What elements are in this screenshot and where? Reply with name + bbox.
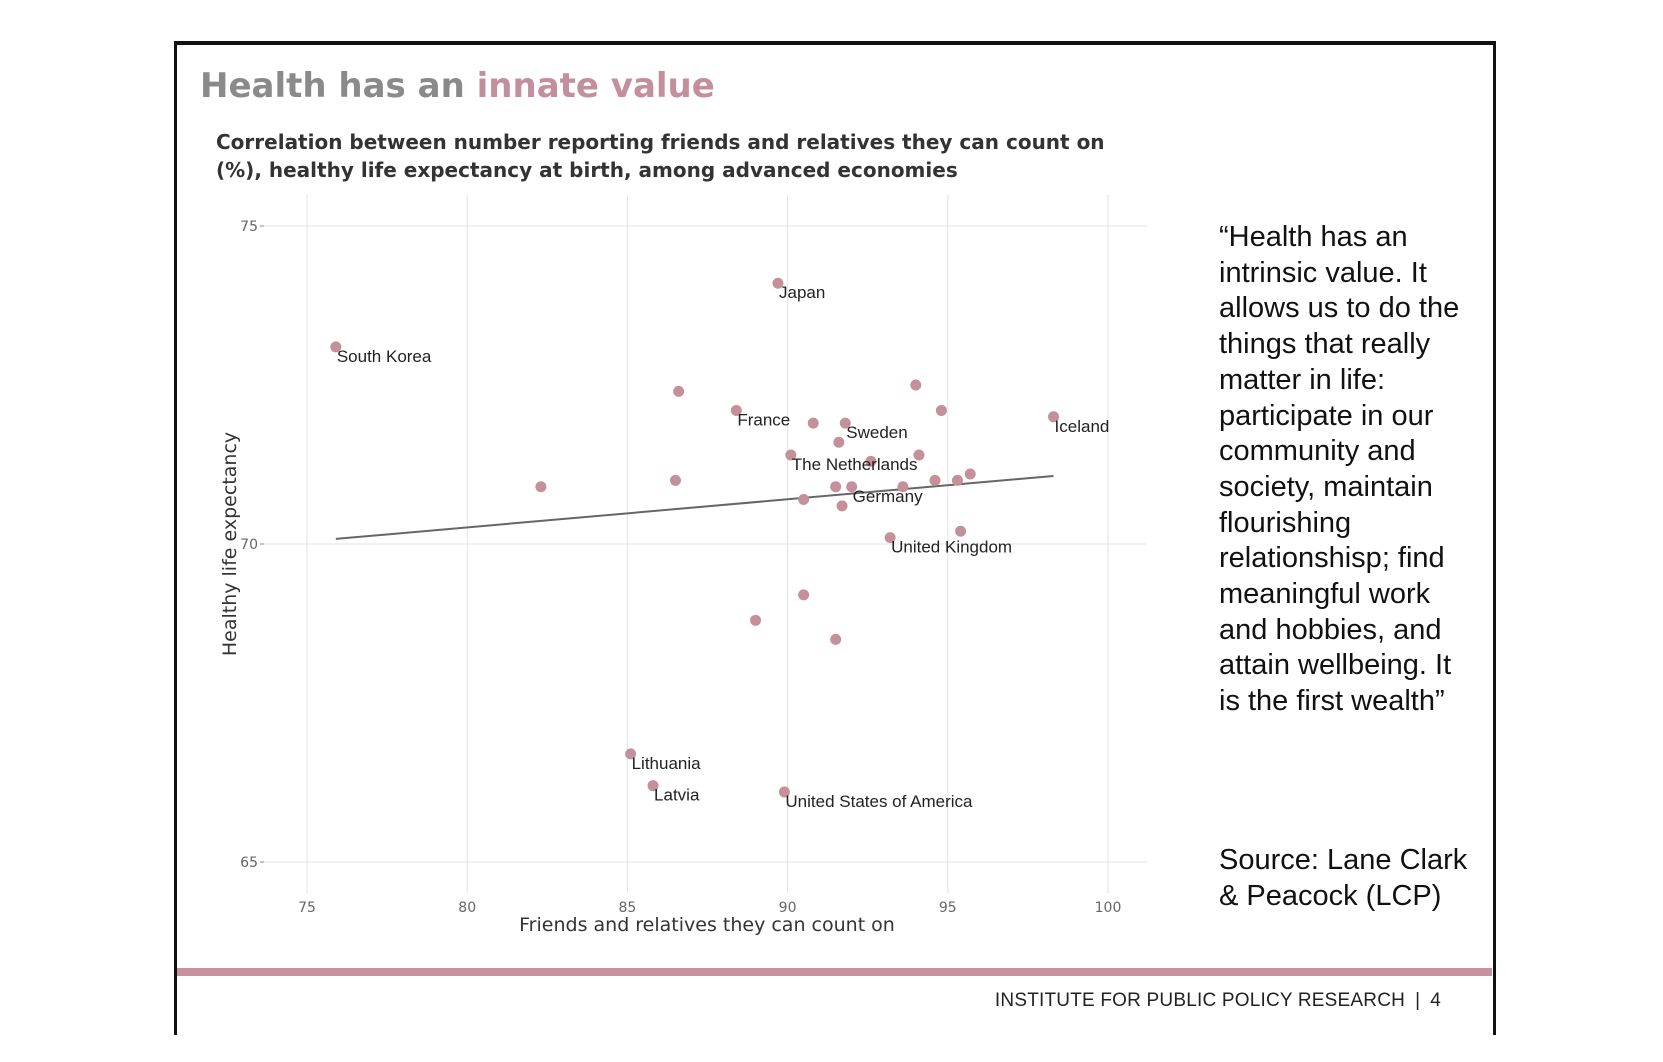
point-label: Iceland bbox=[1055, 417, 1110, 436]
point-label: Germany bbox=[853, 487, 923, 506]
data-point bbox=[830, 481, 842, 493]
y-tick-label: 70 bbox=[240, 537, 258, 553]
slide-frame bbox=[174, 41, 1496, 1035]
data-point bbox=[955, 525, 967, 537]
data-point bbox=[884, 532, 896, 544]
x-tick-label: 85 bbox=[618, 900, 636, 916]
data-point bbox=[673, 385, 685, 397]
point-label: Sweden bbox=[846, 423, 907, 442]
data-point bbox=[535, 481, 547, 493]
title-accent: innate value bbox=[476, 66, 715, 106]
data-point bbox=[807, 417, 819, 429]
x-tick-label: 80 bbox=[458, 900, 476, 916]
point-label: United States of America bbox=[785, 792, 973, 811]
data-point bbox=[913, 449, 925, 461]
trend-line bbox=[335, 474, 1054, 540]
data-point bbox=[625, 748, 637, 760]
point-label: Latvia bbox=[654, 786, 700, 805]
slide-title: Health has an innate value bbox=[200, 66, 715, 106]
source-text: Source: Lane Clark & Peacock (LCP) bbox=[1219, 844, 1468, 912]
data-point bbox=[929, 474, 941, 486]
data-point bbox=[910, 379, 922, 391]
title-main: Health has an bbox=[200, 66, 477, 106]
data-point bbox=[647, 780, 659, 792]
x-tick-label: 75 bbox=[298, 900, 316, 916]
x-tick-label: 100 bbox=[1095, 900, 1122, 916]
data-point bbox=[785, 449, 797, 461]
data-point bbox=[833, 436, 845, 448]
data-point bbox=[1048, 411, 1060, 423]
quote-text: “Health has an intrinsic value. It allow… bbox=[1219, 221, 1460, 718]
x-tick-label: 95 bbox=[939, 900, 957, 916]
point-label: The Netherlands bbox=[792, 455, 918, 474]
data-point bbox=[798, 589, 810, 601]
data-point bbox=[798, 493, 810, 505]
data-point bbox=[772, 277, 784, 289]
y-tick-label: 65 bbox=[240, 855, 258, 871]
footer-org: INSTITUTE FOR PUBLIC POLICY RESEARCH bbox=[994, 990, 1406, 1011]
data-point bbox=[951, 474, 963, 486]
point-label: France bbox=[737, 410, 790, 429]
point-label: Lithuania bbox=[632, 754, 702, 773]
x-tick-label: 90 bbox=[779, 900, 797, 916]
x-axis-title: Friends and relatives they can count on bbox=[519, 914, 895, 936]
data-point bbox=[730, 404, 742, 416]
footer-separator: | bbox=[1415, 990, 1421, 1011]
point-label: Japan bbox=[779, 283, 825, 302]
chart-subtitle: Correlation between number reporting fri… bbox=[216, 130, 1105, 182]
data-point bbox=[897, 481, 909, 493]
accent-bar bbox=[177, 968, 1492, 976]
data-point bbox=[750, 614, 762, 626]
data-point bbox=[836, 500, 848, 512]
data-point bbox=[669, 474, 681, 486]
data-point bbox=[778, 786, 790, 798]
y-tick-label: 75 bbox=[240, 219, 258, 235]
data-point bbox=[330, 341, 342, 353]
data-point bbox=[865, 455, 877, 467]
data-point bbox=[935, 404, 947, 416]
point-label: United Kingdom bbox=[891, 538, 1012, 557]
data-point bbox=[964, 468, 976, 480]
y-axis-title: Healthy life expectancy bbox=[219, 432, 241, 656]
point-label: South Korea bbox=[337, 347, 432, 366]
page-number: 4 bbox=[1430, 990, 1441, 1011]
data-point bbox=[846, 481, 858, 493]
footer: INSTITUTE FOR PUBLIC POLICY RESEARCH | 4 bbox=[995, 990, 1441, 1012]
data-point bbox=[830, 633, 842, 645]
data-point bbox=[839, 417, 851, 429]
